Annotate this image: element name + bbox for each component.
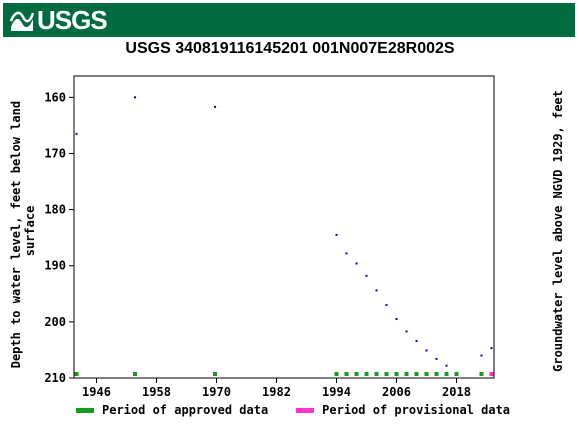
approved-period-mark [394,372,399,376]
x-tick-label: 1970 [202,385,231,399]
approved-period-mark [424,372,429,376]
approved-period-mark [414,372,419,376]
legend-provisional: Period of provisional data [296,403,510,417]
y-axis-left: 160 170 180 190 200 210 [44,90,74,385]
provisional-period-mark [489,372,494,376]
approved-period-mark [404,372,409,376]
plot-area [73,75,495,379]
data-point [385,304,388,307]
usgs-banner: USGS [3,3,575,37]
x-tick-label: 2006 [382,385,411,399]
data-point [490,347,493,350]
data-point [355,262,358,265]
legend-provisional-swatch [296,407,315,413]
legend-approved-label: Period of approved data [102,403,269,417]
y-axis-left-label: Depth to water level, feet below land su… [9,94,37,369]
legend-approved-swatch [76,407,94,413]
x-tick-label: 1982 [262,385,291,399]
y-left-tick-label: 210 [44,371,66,385]
legend-approved: Period of approved data [76,403,268,417]
approved-period-mark [454,372,459,376]
data-point [480,354,483,357]
data-point [375,289,378,292]
usgs-logo[interactable]: USGS [9,4,108,35]
data-point [445,364,448,367]
approved-period-mark [479,372,484,376]
data-point [425,349,428,352]
data-point [134,96,136,99]
data-point [365,274,368,277]
x-tick-label: 2018 [442,385,471,399]
x-tick-label: 1946 [82,385,111,399]
data-point [214,105,216,108]
approved-period-mark [344,372,349,376]
y-left-tick-label: 180 [44,203,66,217]
data-series [75,96,493,374]
approved-period-mark [213,372,217,376]
data-periods [74,372,494,376]
approved-period-mark [384,372,389,376]
data-point [395,318,398,321]
y-axis-right-label: Groundwater level above NGVD 1929, feet [551,90,565,372]
y-axis-left-label-line1: Depth to water level, feet below land [9,101,23,368]
approved-period-mark [444,372,449,376]
legend-provisional-label: Period of provisional data [322,403,511,417]
legend: Period of approved data Period of provis… [76,402,538,418]
data-point [415,339,418,342]
data-point [435,357,438,360]
x-tick-label: 1958 [142,385,171,399]
data-point [75,132,78,135]
y-left-tick-label: 160 [44,90,66,104]
y-left-tick-label: 190 [44,259,66,273]
x-tick-label: 1994 [322,385,351,399]
approved-period-mark [434,372,439,376]
y-left-tick-label: 170 [44,146,66,160]
approved-period-mark [364,372,369,376]
y-axis-left-label-line2: surface [23,206,37,257]
approved-period-mark [374,372,379,376]
approved-period-mark [354,372,359,376]
chart-title: USGS 340819116145201 001N007E28R002S [125,40,455,57]
approved-period-mark [334,372,339,376]
data-point [335,233,338,236]
data-point [345,252,348,255]
usgs-wave-icon [9,11,35,31]
approved-period-mark [133,372,137,376]
y-left-tick-label: 200 [44,315,66,329]
usgs-logo-text: USGS [37,4,108,35]
x-axis: 1946 1958 1970 1982 1994 2006 2018 [82,378,471,399]
data-point [405,330,408,333]
approved-period-mark [74,372,79,376]
